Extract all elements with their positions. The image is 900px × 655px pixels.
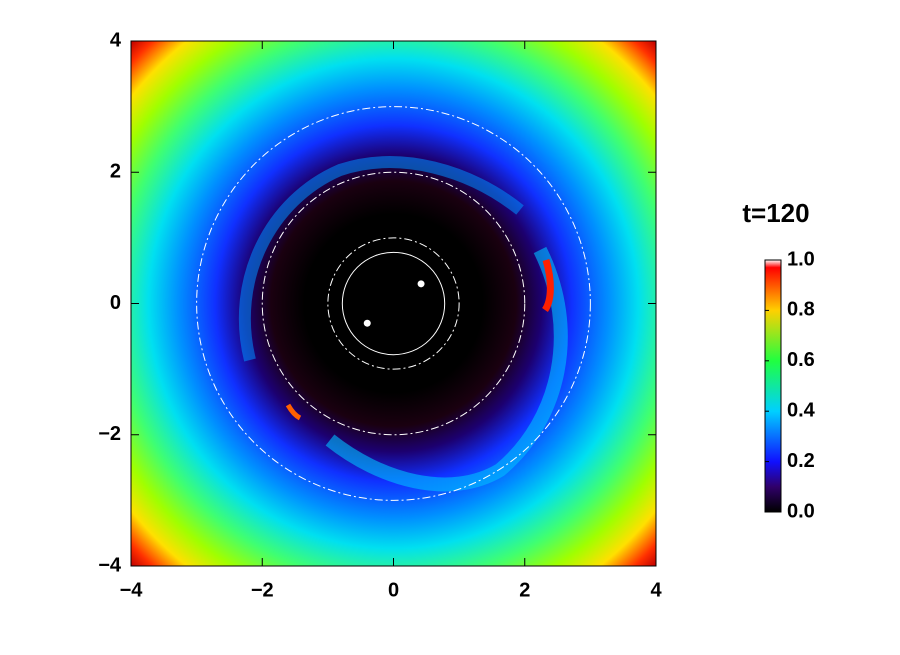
- colorbar-tick-label: 0.2: [787, 450, 815, 472]
- hot-spot: [541, 258, 554, 313]
- colorbar-tick-label: 1.0: [787, 248, 815, 270]
- x-tick-label: 0: [388, 579, 399, 601]
- density-map: [131, 41, 656, 566]
- contour-circle: [327, 237, 460, 370]
- y-tick-label: 4: [110, 29, 122, 51]
- x-tick-label: 2: [519, 579, 530, 601]
- colorbar-tick-label: 0.0: [787, 500, 815, 522]
- contour-circle: [341, 251, 446, 356]
- star-point: [417, 280, 425, 288]
- colorbar-tick-label: 0.6: [787, 349, 815, 371]
- spiral-arm: [325, 246, 568, 492]
- chart-title: t=120: [742, 198, 809, 228]
- y-tick-label: 2: [110, 161, 121, 183]
- contour-circle: [196, 106, 591, 501]
- colorbar: [764, 259, 782, 513]
- x-tick-label: 4: [650, 579, 662, 601]
- field: [131, 41, 656, 566]
- colorbar-tick-label: 0.8: [787, 299, 815, 321]
- x-tick-label: −2: [251, 579, 274, 601]
- star-point: [363, 319, 371, 327]
- contour-circle: [261, 171, 526, 436]
- colorbar-tick-label: 0.4: [787, 399, 816, 421]
- x-tick-label: −4: [120, 579, 144, 601]
- hot-spot: [285, 403, 302, 421]
- y-tick-label: −2: [98, 423, 121, 445]
- spiral-arm: [238, 156, 524, 362]
- y-tick-label: 0: [110, 292, 121, 314]
- y-tick-label: −4: [98, 554, 122, 576]
